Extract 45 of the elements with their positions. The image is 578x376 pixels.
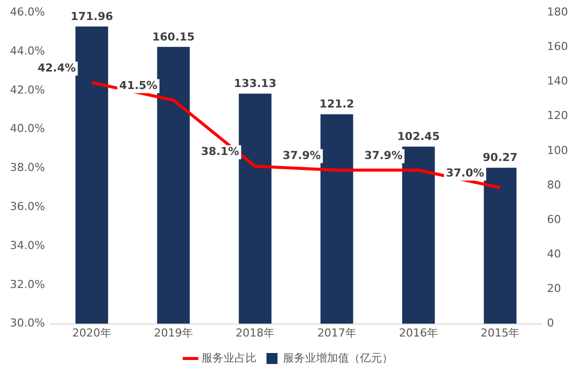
y2-tick-label: 60	[547, 212, 562, 226]
y-tick-label: 46.0%	[10, 5, 45, 18]
y2-tick-label: 20	[547, 282, 562, 296]
y2-tick-label: 100	[547, 144, 568, 157]
y-tick-label: 42.0%	[10, 83, 45, 96]
x-tick-label: 2018年	[236, 326, 275, 340]
y-tick-label: 30.0%	[10, 316, 45, 330]
data-label: 42.4%	[38, 61, 76, 74]
y2-tick-label: 180	[547, 5, 568, 18]
y-tick-label: 40.0%	[10, 122, 45, 136]
data-label: 37.0%	[446, 166, 484, 180]
x-tick-label: 2019年	[154, 326, 193, 340]
bar	[238, 94, 272, 324]
y2-tick-label: 0	[547, 316, 554, 330]
data-label: 41.5%	[119, 78, 158, 92]
bar	[320, 114, 354, 324]
y-tick-label: 34.0%	[10, 238, 45, 252]
x-tick-label: 2017年	[317, 326, 356, 340]
data-label: 38.1%	[200, 145, 240, 158]
x-tick-label: 2016年	[398, 326, 438, 340]
y2-tick-label: 140	[547, 74, 568, 88]
bar	[75, 26, 108, 324]
data-label: 171.96	[70, 10, 114, 23]
y2-tick-label: 40	[547, 248, 562, 261]
y-tick-label: 36.0%	[10, 200, 45, 213]
data-label: 133.13	[234, 76, 276, 90]
bar	[484, 168, 516, 324]
legend-label: 服务业占比	[202, 351, 256, 364]
data-label: 102.45	[397, 130, 440, 144]
y2-tick-label: 160	[547, 40, 568, 54]
bar	[157, 46, 190, 324]
data-label: 160.15	[152, 30, 195, 44]
y2-tick-label: 120	[547, 109, 568, 122]
data-label: 90.27	[482, 151, 518, 164]
y-tick-label: 44.0%	[10, 44, 45, 58]
x-tick-label: 2015年	[480, 326, 520, 340]
y-tick-label: 32.0%	[10, 278, 45, 291]
y2-tick-label: 80	[547, 178, 562, 192]
y-tick-label: 38.0%	[10, 161, 45, 174]
legend-label: 服务业增加值（亿元）	[283, 351, 393, 364]
x-tick-label: 2020年	[72, 326, 112, 340]
data-label: 37.9%	[364, 149, 402, 162]
bar	[402, 146, 435, 324]
data-label: 121.2	[319, 98, 354, 111]
data-label: 37.9%	[282, 149, 321, 162]
